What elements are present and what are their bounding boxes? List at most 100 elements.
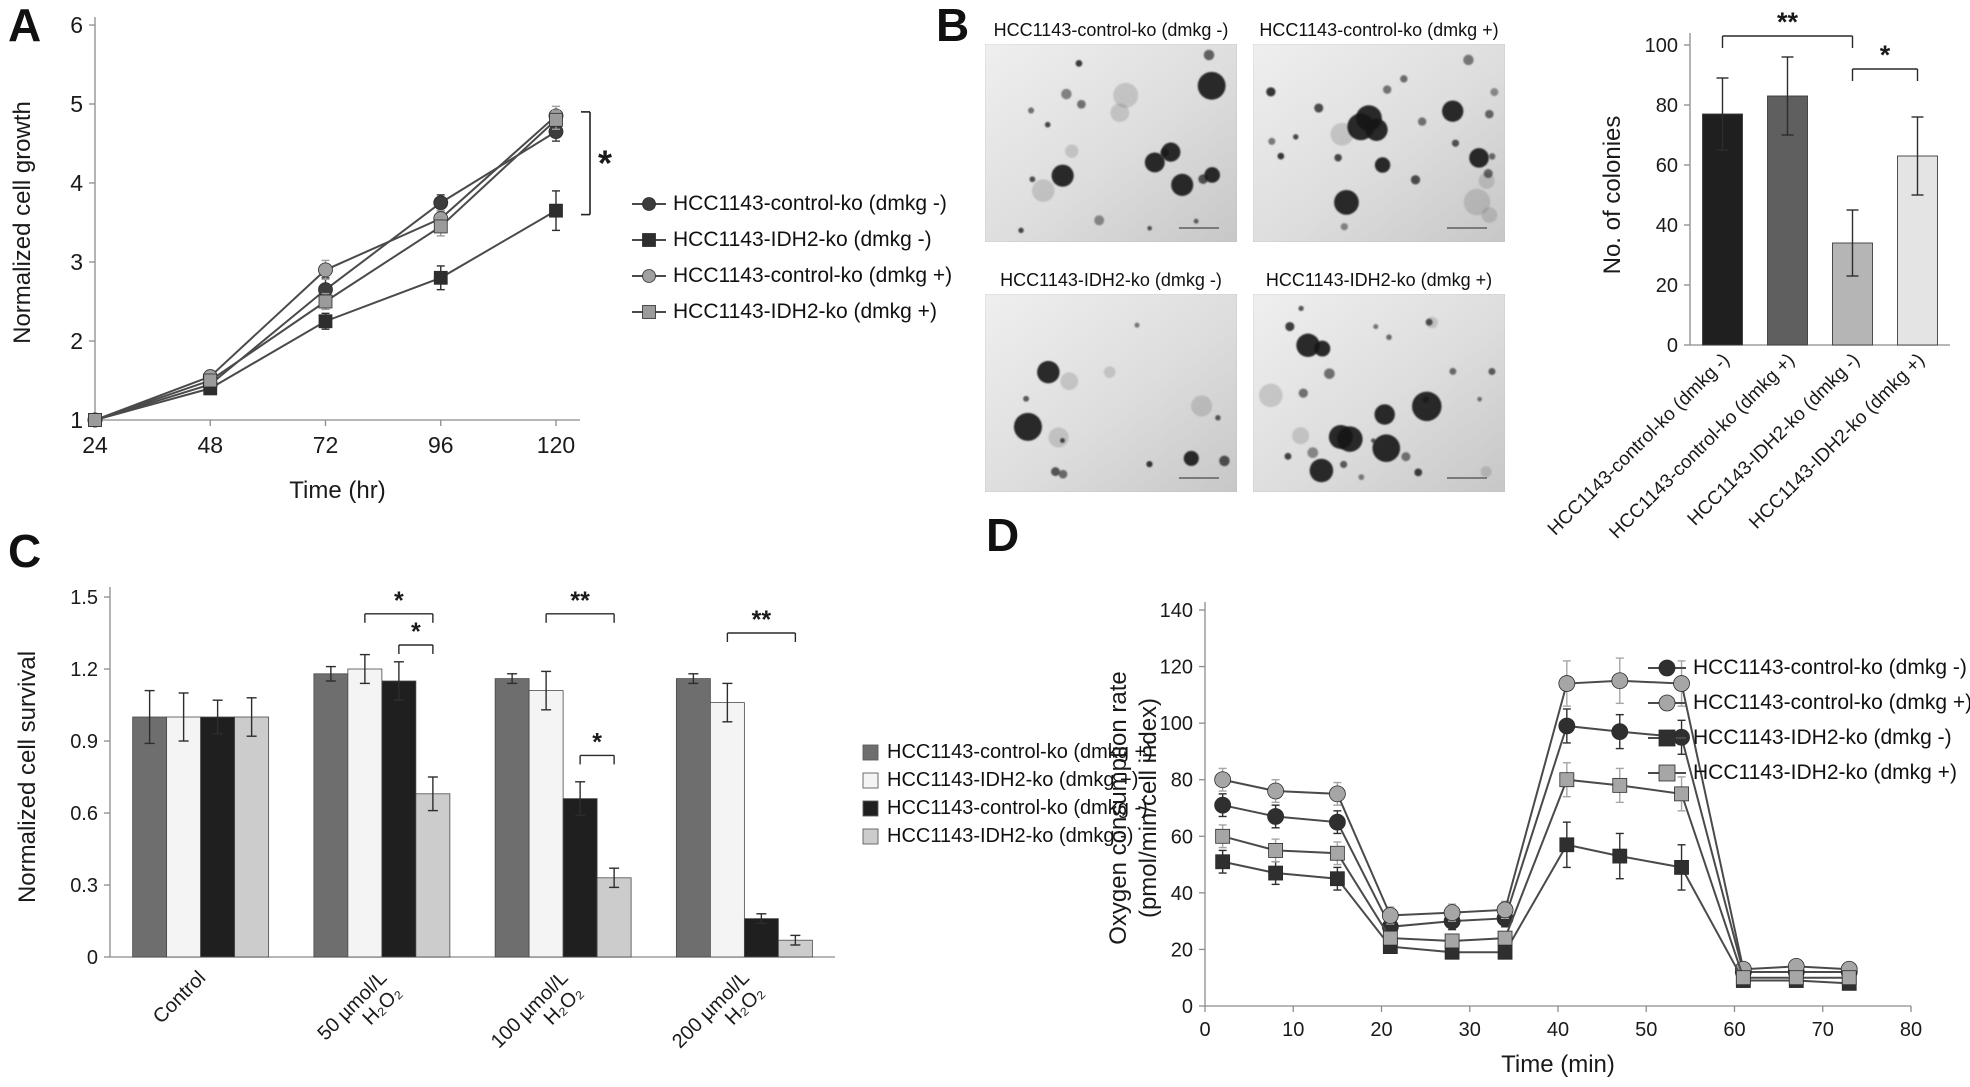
- data-point: [1674, 859, 1689, 875]
- category-label: Control: [149, 967, 210, 1028]
- y-tick-label: 2: [70, 328, 83, 354]
- colony-image-title: HCC1143-control-ko (dmkg -): [993, 20, 1229, 40]
- bar: [132, 716, 168, 958]
- y-tick-label: 0.3: [70, 875, 98, 897]
- legend-item: HCC1143-control-ko (dmkg +): [1648, 685, 1970, 720]
- bar: [313, 673, 349, 958]
- data-point: [1214, 796, 1232, 814]
- series-2: [1215, 821, 1857, 991]
- y-axis-label: (pmol/min/cell index): [1135, 698, 1162, 918]
- x-axis-label: Time (min): [1501, 1051, 1615, 1078]
- legend-label: HCC1143-IDH2-ko (dmkg +): [887, 768, 1139, 791]
- significance-label: **: [1777, 7, 1799, 37]
- axes: 0 0.3 0.6 0.9 1.2 1.5: [70, 587, 835, 969]
- bar: [528, 690, 564, 958]
- colony-microscopy-image: [1253, 44, 1505, 242]
- x-tick-label: 60: [1723, 1019, 1745, 1041]
- data-point: [1268, 843, 1284, 858]
- bar: [494, 678, 530, 958]
- bar: [166, 716, 202, 958]
- data-point: [1267, 782, 1285, 800]
- data-point: [318, 294, 333, 309]
- colony-image-cell: HCC1143-control-ko (dmkg +): [1253, 18, 1505, 242]
- data-point: [1496, 901, 1514, 919]
- y-tick-label: 80: [1656, 95, 1678, 117]
- y-axis-label: Oxygen consumption rate: [1105, 671, 1132, 944]
- series-1: [166, 653, 745, 958]
- axes: 0 20 40 60 80 100: [1645, 33, 1950, 357]
- bar: [596, 877, 632, 958]
- data-point: [1788, 970, 1804, 986]
- data-point: [1611, 672, 1629, 690]
- panel-b-label: B: [936, 0, 970, 51]
- significance-bracket: *: [579, 728, 615, 765]
- square-marker-icon: [632, 305, 666, 319]
- colonies: [1018, 49, 1226, 234]
- y-tick-label: 3: [70, 249, 83, 275]
- data-point: [1674, 786, 1689, 802]
- series-2: [200, 661, 779, 958]
- data-point: [433, 195, 449, 211]
- colony-image-title: HCC1143-IDH2-ko (dmkg +): [1265, 270, 1493, 290]
- panel-a-growth-line-chart: 1 2 3 4 5 6 24 48 72 96 120 Time (hr) Normalized cel…: [9, 12, 612, 504]
- series-3: [1215, 762, 1857, 986]
- bar: [1767, 95, 1808, 346]
- x-tick-label: 20: [1370, 1019, 1392, 1041]
- bar: [709, 702, 745, 958]
- significance-bracket: **: [1721, 7, 1854, 48]
- significance-label: *: [1880, 40, 1891, 70]
- data-point: [433, 270, 448, 285]
- y-tick-label: 20: [1656, 275, 1678, 297]
- y-tick-label: 60: [1171, 826, 1193, 848]
- axes: 0 20 40 60 80 100 120 140 0 10 20 30 40 50 60 70 80: [1160, 600, 1923, 1041]
- legend-item: HCC1143-IDH2-ko (dmkg +): [862, 766, 1153, 794]
- legend-label: HCC1143-control-ko (dmkg -): [1693, 655, 1967, 679]
- series-1: [88, 190, 563, 427]
- panel-d-legend: HCC1143-control-ko (dmkg -) HCC1143-contr…: [1648, 650, 1970, 790]
- data-point: [203, 373, 218, 388]
- y-tick-label: 1.2: [70, 659, 98, 681]
- data-point: [1612, 777, 1628, 793]
- legend-item: HCC1143-control-ko (dmkg -): [862, 794, 1153, 822]
- data-point: [1611, 723, 1629, 741]
- legend-item: HCC1143-IDH2-ko (dmkg -): [1648, 720, 1970, 755]
- square-marker-icon: [1648, 729, 1686, 746]
- y-tick-label: 20: [1171, 939, 1193, 961]
- significance-label: **: [752, 606, 772, 634]
- y-tick-label: 6: [70, 12, 83, 38]
- legend-label: HCC1143-control-ko (dmkg +): [1693, 690, 1970, 714]
- data-point: [1382, 930, 1398, 946]
- data-point: [1444, 933, 1460, 949]
- data-point: [1559, 837, 1575, 853]
- series-2: [87, 105, 564, 428]
- x-axis-label: Time (hr): [289, 477, 385, 504]
- colonies: [1266, 54, 1499, 231]
- data-point: [1558, 717, 1576, 735]
- color-swatch-icon: [862, 772, 879, 789]
- panel-a-label: A: [8, 0, 42, 51]
- panel-d-ocr-line-chart: 0 20 40 60 80 100 120 140 0 10 20 30 40 50 60 70 80 Time …: [1105, 600, 1923, 1078]
- colonies: [1013, 322, 1230, 479]
- y-tick-label: 80: [1171, 770, 1193, 792]
- colony-image-cell: HCC1143-IDH2-ko (dmkg -): [985, 268, 1237, 492]
- circle-marker-icon: [1648, 694, 1686, 711]
- legend-label: HCC1143-IDH2-ko (dmkg +): [1693, 760, 1957, 784]
- legend-item: HCC1143-IDH2-ko (dmkg +): [632, 294, 952, 330]
- data-point: [1329, 871, 1345, 887]
- axes: 1 2 3 4 5 6 24 48 72 96 120: [70, 12, 580, 458]
- significance-bracket: *: [1851, 40, 1919, 81]
- bar: [200, 716, 236, 958]
- x-tick-label: 50: [1635, 1019, 1657, 1041]
- colony-microscopy-image: [1253, 294, 1505, 492]
- square-marker-icon: [632, 233, 666, 247]
- data-point: [433, 219, 448, 234]
- panel-a-legend: HCC1143-control-ko (dmkg -) HCC1143-IDH2-…: [632, 186, 952, 330]
- significance-annotation: *: [581, 111, 612, 216]
- x-tick-label: 10: [1282, 1019, 1304, 1041]
- colony-image-cell: HCC1143-IDH2-ko (dmkg +): [1253, 268, 1505, 492]
- significance-bracket: *: [364, 587, 434, 623]
- panel-d-label: D: [986, 509, 1020, 561]
- data-point: [1381, 907, 1399, 924]
- y-axis-label: No. of colonies: [1599, 116, 1626, 275]
